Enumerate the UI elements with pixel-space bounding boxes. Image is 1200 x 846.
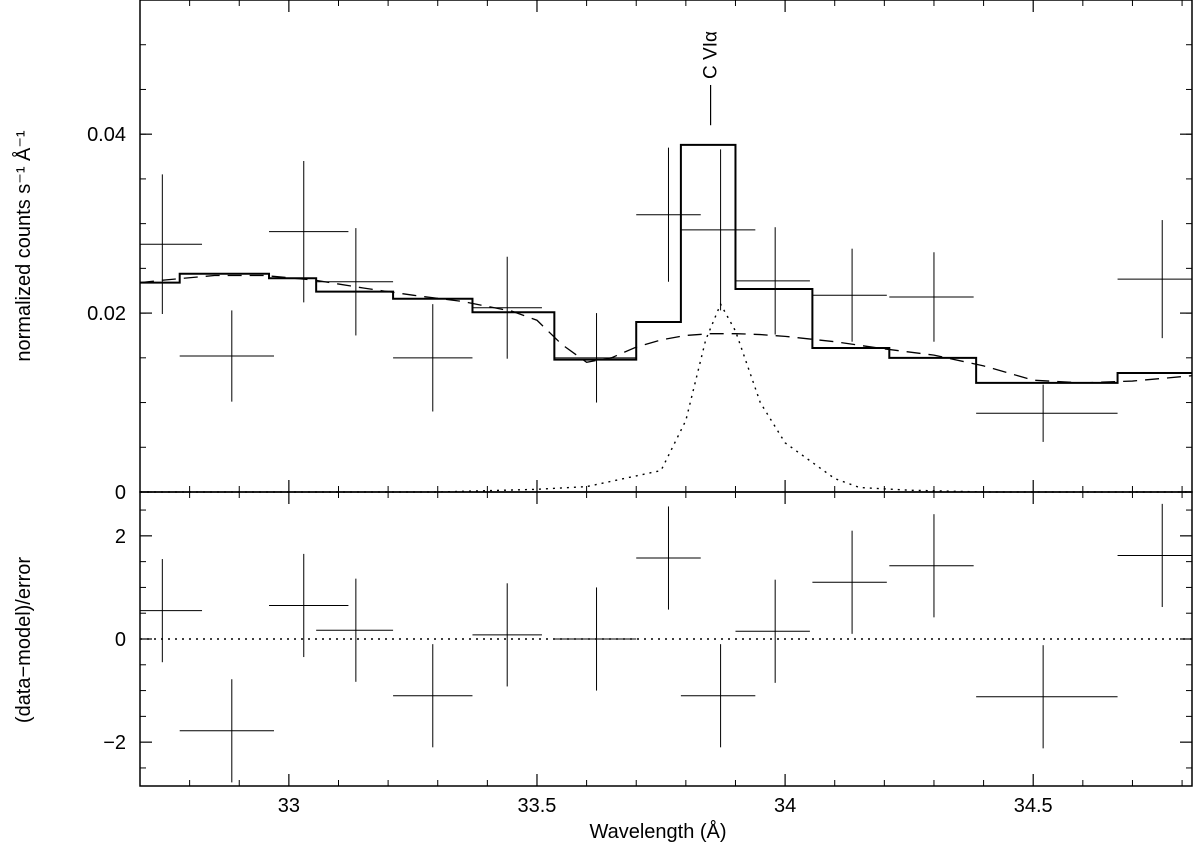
residuals-tick-marks: [139, 492, 1192, 786]
spectrum-panel: 0 0.02 0.04 C VIα normalized counts s⁻¹ Å⁻…: [12, 0, 1193, 504]
continuum-curve: [139, 274, 1193, 384]
line-profile-dotted: [140, 302, 1192, 493]
model-step-line: [140, 143, 1192, 384]
x-tick-label: 33.5: [518, 795, 557, 817]
continuum-dashed: [139, 274, 1193, 384]
x-axis-title: Wavelength (Å): [589, 820, 726, 843]
residual-crosses: [140, 503, 1192, 783]
spectrum-panel-frame: [139, 0, 1193, 493]
model-histogram: [140, 143, 1192, 384]
x-tick-label: 34: [774, 795, 796, 817]
line-profile-curve: [140, 302, 1192, 493]
annotation-label: C VIα: [701, 31, 722, 79]
residuals-y-tick-labels: −2 0 2: [103, 526, 126, 754]
spectrum-data-crosses: [140, 147, 1192, 442]
spectrum-y-tick-labels: 0 0.02 0.04: [87, 124, 126, 504]
y-tick-label: −2: [103, 732, 126, 754]
c-vi-alpha-annotation: C VIα: [701, 31, 722, 126]
spectrum-y-axis-title: normalized counts s⁻¹ Å⁻¹: [12, 130, 35, 362]
x-axis-tick-labels: 33 33.5 34 34.5: [278, 795, 1053, 817]
y-tick-label: 2: [115, 526, 126, 548]
y-tick-label: 0: [115, 629, 126, 651]
x-tick-label: 33: [278, 795, 300, 817]
residuals-y-axis-title: (data−model)/error: [13, 557, 35, 724]
y-tick-label: 0.02: [87, 303, 126, 325]
residuals-panel: −2 0 2 33 33.5 34 34.5 (data−model)/error Wav…: [13, 491, 1193, 843]
y-tick-label: 0.04: [87, 124, 126, 146]
y-tick-label: 0: [115, 482, 126, 504]
x-tick-label: 34.5: [1014, 795, 1053, 817]
spectrum-tick-marks: [139, 0, 1192, 493]
